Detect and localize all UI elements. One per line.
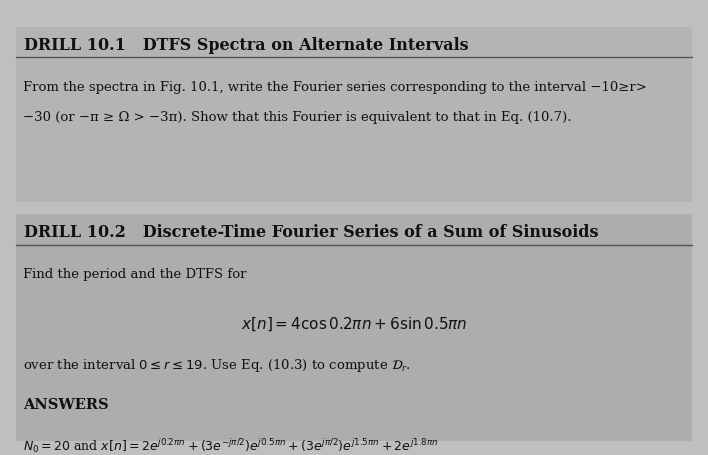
Text: ANSWERS: ANSWERS <box>23 398 108 412</box>
Text: From the spectra in Fig. 10.1, write the Fourier series corresponding to the int: From the spectra in Fig. 10.1, write the… <box>23 81 646 94</box>
Text: $N_0 = 20$ and $x[n] = 2e^{j0.2\pi n} + (3e^{-j\pi/2})e^{j0.5\pi n} + (3e^{j\pi/: $N_0 = 20$ and $x[n] = 2e^{j0.2\pi n} + … <box>23 437 438 455</box>
Text: DRILL 10.1   DTFS Spectra on Alternate Intervals: DRILL 10.1 DTFS Spectra on Alternate Int… <box>24 37 469 54</box>
FancyBboxPatch shape <box>16 214 692 441</box>
FancyBboxPatch shape <box>16 27 692 202</box>
Text: Find the period and the DTFS for: Find the period and the DTFS for <box>23 268 246 282</box>
Text: over the interval $0 \leq r \leq 19$. Use Eq. (10.3) to compute $\mathcal{D}_r$.: over the interval $0 \leq r \leq 19$. Us… <box>23 357 411 374</box>
Text: $x[n] = 4\cos 0.2\pi n + 6\sin 0.5\pi n$: $x[n] = 4\cos 0.2\pi n + 6\sin 0.5\pi n$ <box>241 315 467 333</box>
Text: DRILL 10.2   Discrete-Time Fourier Series of a Sum of Sinusoids: DRILL 10.2 Discrete-Time Fourier Series … <box>24 224 598 241</box>
Text: −30 (or −π ≥ Ω > −3π). Show that this Fourier is equivalent to that in Eq. (10.7: −30 (or −π ≥ Ω > −3π). Show that this Fo… <box>23 111 571 125</box>
